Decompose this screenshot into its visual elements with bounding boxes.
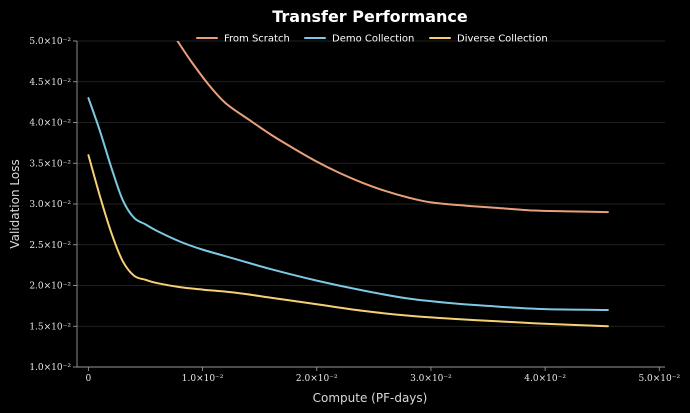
legend-item-diverse-collection: Diverse Collection <box>429 34 548 45</box>
series-line-from-scratch <box>176 41 609 214</box>
series-layer <box>87 41 609 328</box>
y-tick-label: 1.0×10⁻² <box>29 363 71 373</box>
x-axis-label: Compute (PF-days) <box>313 391 428 405</box>
x-tick-label: 3.0×10⁻² <box>410 374 452 384</box>
y-tick-label: 1.5×10⁻² <box>29 322 71 332</box>
legend-label: From Scratch <box>224 34 290 45</box>
legend-item-from-scratch: From Scratch <box>196 34 290 45</box>
legend-label: Diverse Collection <box>457 34 548 45</box>
x-tick-label: 0 <box>86 374 92 384</box>
x-tick-label: 1.0×10⁻² <box>182 374 224 384</box>
y-tick-label: 2.5×10⁻² <box>29 241 71 251</box>
legend-label: Demo Collection <box>332 34 414 45</box>
x-tick-label: 5.0×10⁻² <box>638 374 680 384</box>
y-tick-label: 4.0×10⁻² <box>29 119 71 129</box>
series-line-demo-collection <box>87 97 609 311</box>
chart-title: Transfer Performance <box>272 7 468 26</box>
y-tick-label: 4.5×10⁻² <box>29 78 71 88</box>
y-axis-label: Validation Loss <box>8 159 22 248</box>
x-tick-label: 2.0×10⁻² <box>296 374 338 384</box>
y-tick-label: 3.0×10⁻² <box>29 200 71 210</box>
axes-layer: 1.0×10⁻² 1.5×10⁻² 2.0×10⁻² 2.5×10⁻² 3.0×10⁻²… <box>29 37 680 384</box>
x-tick-label: 4.0×10⁻² <box>524 374 566 384</box>
legend-item-demo-collection: Demo Collection <box>304 34 414 45</box>
y-tick-label: 3.5×10⁻² <box>29 159 71 169</box>
y-tick-label: 2.0×10⁻² <box>29 282 71 292</box>
series-line-diverse-collection <box>87 154 609 328</box>
legend: From Scratch Demo Collection Diverse Colle… <box>196 34 548 45</box>
y-tick-label: 5.0×10⁻² <box>29 37 71 47</box>
